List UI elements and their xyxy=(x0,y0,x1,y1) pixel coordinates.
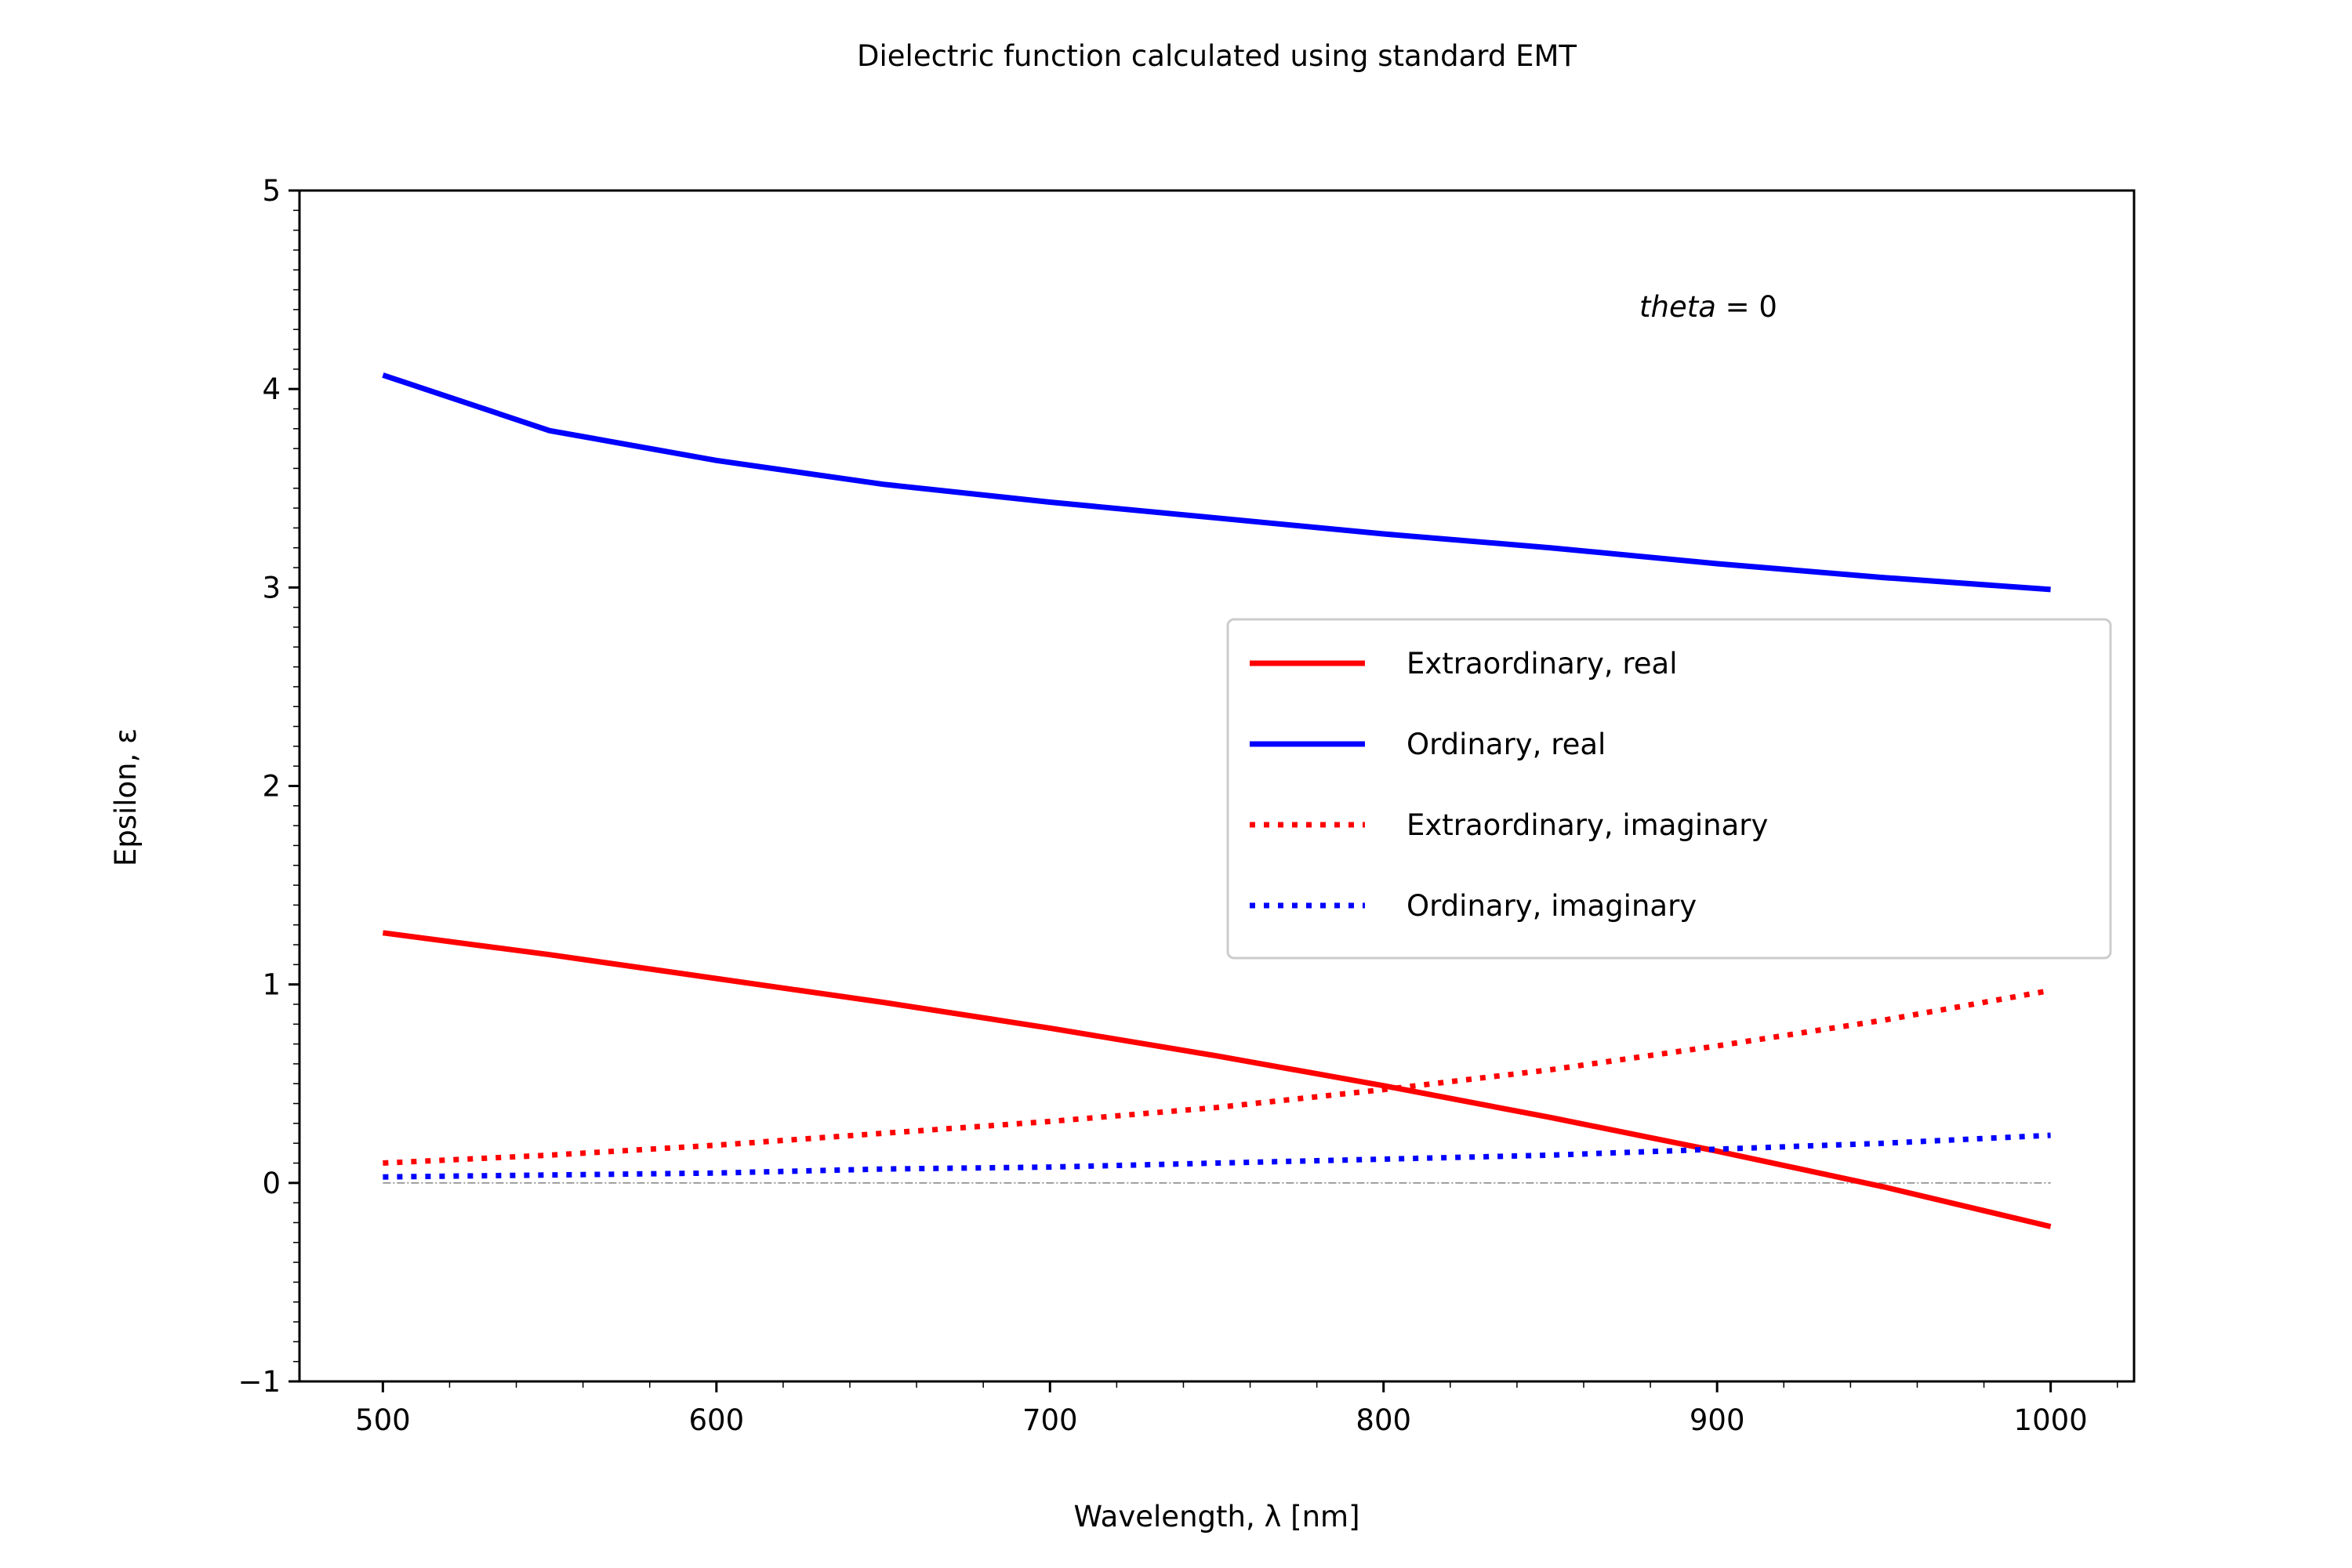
legend-label-1: Extraordinary, real xyxy=(1406,647,1678,681)
plot-area xyxy=(382,372,2052,1229)
x-tick-label-800: 800 xyxy=(1356,1403,1411,1437)
y-tick-label-0: −1 xyxy=(238,1365,281,1399)
series-line-1 xyxy=(382,930,2052,1229)
chart-title: Dielectric function calculated using sta… xyxy=(857,39,1577,73)
theta-annotation: theta = 0 xyxy=(1639,290,1777,324)
legend-box xyxy=(1226,618,2112,960)
series-line-4 xyxy=(383,1132,2051,1180)
x-tick-label-900: 900 xyxy=(1690,1403,1745,1437)
x-axis-label: Wavelength, λ [nm] xyxy=(1073,1500,1359,1534)
y-tick-label-6: 5 xyxy=(262,174,281,208)
legend-label-3: Extraordinary, imaginary xyxy=(1406,808,1768,842)
y-tick-label-3: 2 xyxy=(262,770,281,804)
x-tick-label-1000: 1000 xyxy=(2014,1403,2088,1437)
x-tick-label-700: 700 xyxy=(1022,1403,1078,1437)
legend-label-2: Ordinary, real xyxy=(1406,728,1606,761)
y-tick-label-4: 3 xyxy=(262,571,281,604)
legend-label-4: Ordinary, imaginary xyxy=(1406,889,1697,923)
axes: 500 600 700 800 900 1000 −1 0 1 2 3 4 5 xyxy=(238,174,2136,1437)
y-tick-label-5: 4 xyxy=(262,372,281,406)
y-tick-label-1: 0 xyxy=(262,1167,281,1200)
y-axis-label: Epsilon, ε xyxy=(109,728,143,866)
legend: Extraordinary, real Ordinary, real Extraor… xyxy=(1226,618,2112,960)
x-tick-label-600: 600 xyxy=(689,1403,745,1437)
x-tick-label-500: 500 xyxy=(355,1403,411,1437)
y-tick-label-2: 1 xyxy=(262,968,281,1002)
series-line-2 xyxy=(382,372,2051,593)
series-line-3 xyxy=(383,987,2052,1166)
